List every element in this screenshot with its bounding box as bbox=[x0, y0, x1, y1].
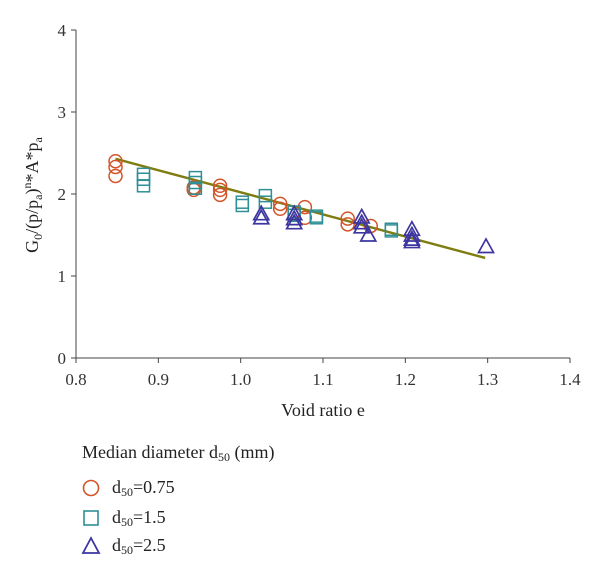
data-point bbox=[212, 178, 228, 194]
data-point bbox=[212, 187, 228, 203]
data-point bbox=[309, 211, 324, 225]
y-axis-title: G0/(p/pa)n*A*pa bbox=[20, 137, 45, 253]
data-point bbox=[477, 237, 495, 254]
series-square bbox=[136, 167, 399, 238]
data-point bbox=[402, 229, 421, 246]
x-tick-label: 1.0 bbox=[230, 370, 251, 389]
data-point bbox=[108, 153, 123, 169]
data-point bbox=[285, 209, 304, 226]
data-point bbox=[402, 232, 421, 249]
data-point bbox=[258, 195, 273, 209]
data-point bbox=[297, 199, 313, 215]
data-point bbox=[108, 159, 123, 175]
data-point bbox=[352, 217, 371, 234]
data-point bbox=[252, 208, 271, 225]
y-tick-label: 3 bbox=[58, 103, 67, 122]
x-tick-label: 1.4 bbox=[559, 370, 581, 389]
data-point bbox=[136, 167, 151, 182]
legend-label-d50-1.5: d50=1.5 bbox=[112, 506, 166, 529]
y-tick-label: 1 bbox=[58, 267, 67, 286]
data-point bbox=[340, 211, 355, 226]
x-tick-label: 1.2 bbox=[395, 370, 416, 389]
data-point bbox=[384, 224, 399, 238]
x-tick-label: 0.8 bbox=[65, 370, 86, 389]
legend-label-d50-2.5: d50=2.5 bbox=[112, 534, 166, 557]
x-tick-label: 1.1 bbox=[312, 370, 333, 389]
data-point bbox=[235, 198, 250, 213]
x-tick-label: 0.9 bbox=[148, 370, 169, 389]
data-point bbox=[235, 195, 250, 209]
axes: 0.8 0.9 1.0 1.1 1.2 1.3 1.4 0 1 2 3 4 bbox=[58, 21, 582, 389]
data-point bbox=[272, 196, 288, 212]
data-point bbox=[285, 204, 304, 221]
legend-title: Median diameter d50 (mm) bbox=[82, 442, 275, 464]
legend-item-d50-0.75: d50=0.75 bbox=[80, 476, 175, 500]
data-point bbox=[402, 225, 421, 242]
data-point bbox=[212, 182, 228, 198]
series-triangle bbox=[252, 204, 495, 254]
square-marker-icon bbox=[83, 510, 99, 526]
data-point bbox=[285, 213, 304, 230]
triangle-marker-icon bbox=[81, 536, 101, 554]
legend-label-d50-0.75: d50=0.75 bbox=[112, 476, 175, 499]
data-points-layer bbox=[108, 153, 495, 254]
data-point bbox=[188, 181, 203, 196]
data-point bbox=[352, 213, 371, 230]
y-tick-label: 2 bbox=[58, 185, 67, 204]
data-point bbox=[272, 201, 288, 217]
data-point bbox=[252, 204, 271, 221]
data-point bbox=[340, 217, 355, 232]
y-tick-label: 4 bbox=[58, 21, 67, 40]
x-axis-title: Void ratio e bbox=[281, 400, 365, 420]
data-point bbox=[136, 179, 151, 193]
x-tick-label: 1.3 bbox=[477, 370, 498, 389]
legend-item-d50-2.5: d50=2.5 bbox=[80, 534, 166, 558]
data-point bbox=[352, 207, 371, 224]
circle-marker-icon bbox=[82, 479, 100, 497]
scatter-chart: 0.8 0.9 1.0 1.1 1.2 1.3 1.4 0 1 2 3 4 G0/(p/pa)n*A*… bbox=[20, 21, 582, 420]
legend-item-d50-1.5: d50=1.5 bbox=[80, 506, 166, 530]
data-point bbox=[108, 168, 123, 184]
series-circle bbox=[108, 153, 379, 234]
y-tick-label: 0 bbox=[58, 349, 67, 368]
data-point bbox=[359, 225, 378, 242]
